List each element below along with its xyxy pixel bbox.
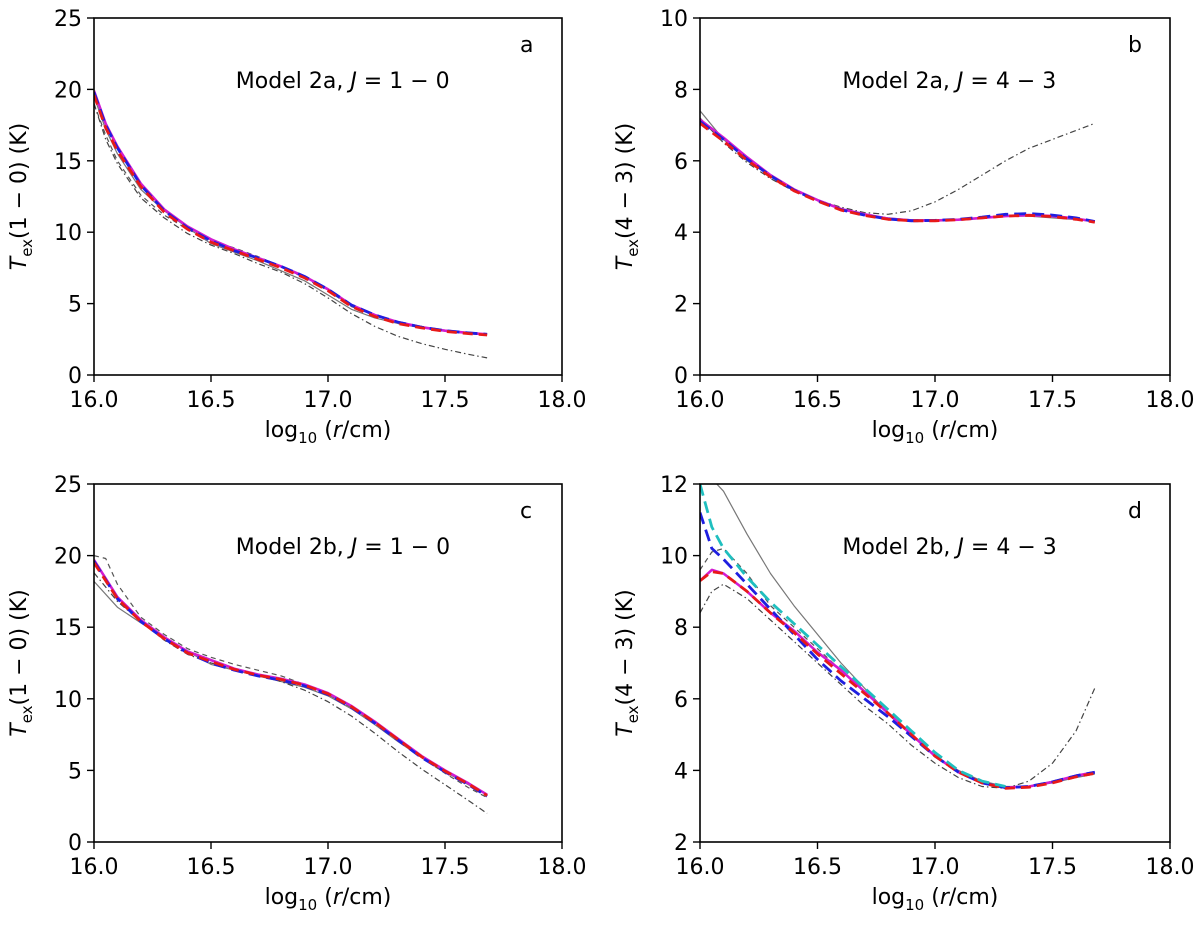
x-tick-label: 16.0 [676,855,725,880]
series-blue-dashed [700,120,1096,223]
series-grey-dashed [94,103,488,336]
series-magenta [700,118,1095,223]
panel-letter: c [520,499,532,524]
x-tick-label: 17.5 [421,388,470,413]
x-tick-label: 17.0 [911,388,960,413]
y-tick-label: 5 [68,759,82,784]
y-tick-label: 0 [68,364,82,389]
y-tick-label: 0 [674,364,688,389]
series-grey-dashdot [94,572,488,814]
series-red-dashed [700,122,1096,224]
x-axis-label: log10 (r/cm) [872,885,999,914]
y-tick-label: 10 [54,688,82,713]
y-tick-label: 4 [674,759,688,784]
y-tick-label: 15 [54,150,82,175]
plot-area [94,555,488,814]
y-tick-label: 4 [674,221,688,246]
x-tick-label: 17.5 [1028,855,1077,880]
y-axis-label: Tex(1 − 0) (K) [7,123,36,270]
y-tick-label: 12 [660,473,688,498]
series-blue-dashed [700,512,1096,789]
x-tick-label: 17.5 [1028,388,1077,413]
y-tick-label: 10 [660,545,688,570]
series-red-dashed [94,94,488,337]
series-grey-dashdot [700,583,1096,789]
panel-a: 16.0 16.5 17.0 17.5 18.0 0 5 10 15 20 25 log10 (r/c… [7,7,586,447]
x-tick-label: 18.0 [538,855,587,880]
y-tick-label: 10 [660,7,688,32]
x-tick-label: 18.0 [1146,388,1195,413]
x-tick-label: 16.0 [70,388,119,413]
panel-letter: a [520,33,533,58]
x-tick-label: 16.5 [793,388,842,413]
y-tick-label: 0 [68,831,82,856]
y-tick-label: 2 [674,293,688,318]
series-magenta [94,90,488,336]
plot-area [700,110,1096,224]
series-grey-dashdot [700,117,1096,215]
y-tick-label: 8 [674,78,688,103]
panel-d: 16.0 16.5 17.0 17.5 18.0 2 4 6 8 10 12 log10 (r/cm)… [613,473,1195,914]
model-annotation: Model 2b, J = 1 − 0 [236,535,450,560]
y-axis-label: Tex(1 − 0) (K) [7,589,36,736]
series-red-dashed [94,562,488,797]
x-tick-label: 18.0 [1146,855,1195,880]
plot-area [700,484,1096,790]
series-cyan-dashed [700,484,1006,788]
x-axis-label: log10 (r/cm) [265,418,392,447]
model-annotation: Model 2a, J = 4 − 3 [842,69,1056,94]
x-tick-label: 17.0 [304,388,353,413]
plot-area [94,90,488,359]
y-tick-label: 6 [674,688,688,713]
x-tick-label: 16.5 [187,855,236,880]
y-tick-label: 20 [54,545,82,570]
y-tick-label: 6 [674,150,688,175]
y-axis-label: Tex(4 − 3) (K) [613,589,642,736]
panel-b: 16.0 16.5 17.0 17.5 18.0 0 2 4 6 8 10 log10 (r/cm) T… [613,7,1194,447]
x-tick-label: 16.0 [676,388,725,413]
x-axis-label: log10 (r/cm) [872,418,999,447]
y-tick-label: 5 [68,293,82,318]
y-tick-label: 10 [54,221,82,246]
series-magenta [94,559,488,796]
series-grey-dashed [700,547,1095,789]
x-tick-label: 17.5 [421,855,470,880]
series-grey-solid [715,484,1095,788]
series-grey-solid [94,96,488,336]
y-tick-label: 20 [54,78,82,103]
x-tick-label: 16.5 [793,855,842,880]
series-red-dashed [700,570,1096,790]
model-annotation: Model 2a, J = 1 − 0 [236,69,450,94]
x-tick-label: 16.0 [70,855,119,880]
y-tick-label: 2 [674,831,688,856]
model-annotation: Model 2b, J = 4 − 3 [842,535,1056,560]
x-tick-label: 17.0 [911,855,960,880]
x-tick-label: 16.5 [187,388,236,413]
panel-letter: b [1128,33,1142,58]
y-tick-label: 8 [674,616,688,641]
y-tick-label: 15 [54,616,82,641]
y-axis-label: Tex(4 − 3) (K) [613,123,642,270]
series-blue-dashed [94,91,488,336]
y-tick-label: 25 [54,473,82,498]
panel-letter: d [1128,499,1142,524]
x-tick-label: 18.0 [538,388,587,413]
panel-c: 16.0 16.5 17.0 17.5 18.0 0 5 10 15 20 25 log10 (r/c… [7,473,586,914]
x-tick-label: 17.0 [304,855,353,880]
y-tick-label: 25 [54,7,82,32]
series-grey-dashdot [94,103,488,359]
x-axis-label: log10 (r/cm) [265,885,392,914]
